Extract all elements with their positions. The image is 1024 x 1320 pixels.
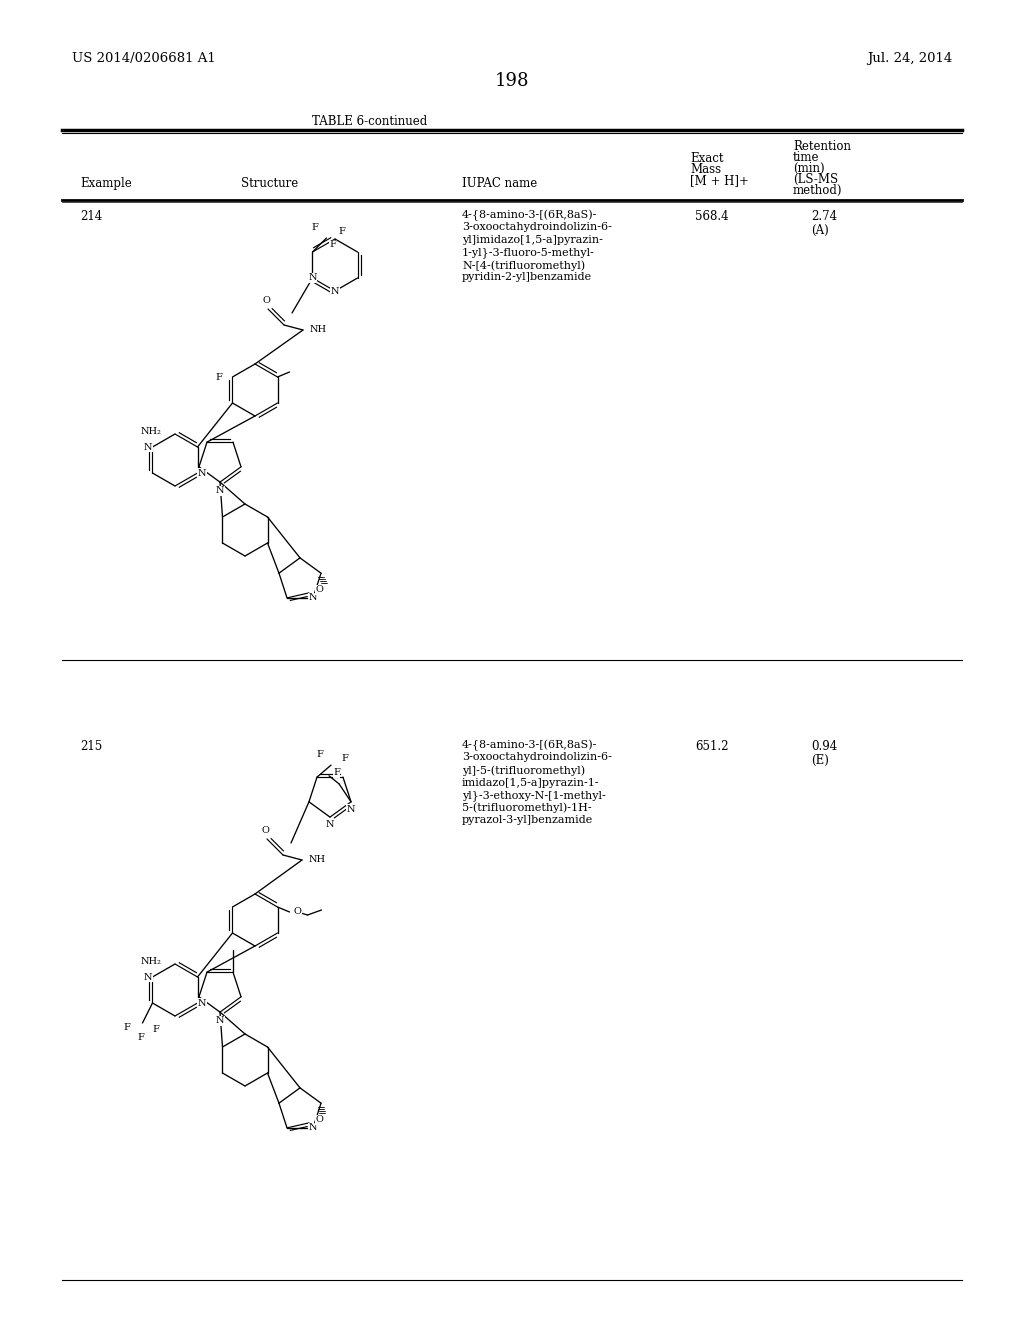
Text: Retention: Retention bbox=[793, 140, 851, 153]
Text: F: F bbox=[153, 1024, 160, 1034]
Text: O: O bbox=[262, 296, 270, 305]
Text: 2.74: 2.74 bbox=[811, 210, 838, 223]
Text: N: N bbox=[198, 469, 206, 478]
Text: N: N bbox=[309, 594, 317, 602]
Text: O: O bbox=[294, 908, 301, 916]
Text: N: N bbox=[309, 1123, 317, 1133]
Text: (E): (E) bbox=[811, 754, 828, 767]
Text: TABLE 6-continued: TABLE 6-continued bbox=[312, 115, 428, 128]
Text: NH₂: NH₂ bbox=[140, 957, 161, 966]
Text: F: F bbox=[316, 750, 323, 759]
Text: method): method) bbox=[793, 183, 843, 197]
Text: 0.94: 0.94 bbox=[811, 741, 838, 752]
Text: 568.4: 568.4 bbox=[695, 210, 729, 223]
Text: (LS-MS: (LS-MS bbox=[793, 173, 838, 186]
Text: Exact: Exact bbox=[690, 152, 724, 165]
Text: IUPAC name: IUPAC name bbox=[462, 177, 538, 190]
Text: NH₂: NH₂ bbox=[140, 428, 161, 437]
Text: yl]-5-(trifluoromethyl): yl]-5-(trifluoromethyl) bbox=[462, 766, 585, 776]
Text: F: F bbox=[330, 240, 336, 249]
Text: Mass: Mass bbox=[690, 162, 721, 176]
Text: pyridin-2-yl]benzamide: pyridin-2-yl]benzamide bbox=[462, 272, 592, 282]
Text: NH: NH bbox=[310, 326, 327, 334]
Text: 5-(trifluoromethyl)-1H-: 5-(trifluoromethyl)-1H- bbox=[462, 803, 592, 813]
Text: 214: 214 bbox=[80, 210, 102, 223]
Text: 4-{8-amino-3-[(6R,8aS)-: 4-{8-amino-3-[(6R,8aS)- bbox=[462, 210, 597, 222]
Text: F: F bbox=[333, 768, 340, 777]
Text: N: N bbox=[347, 805, 355, 814]
Text: Jul. 24, 2014: Jul. 24, 2014 bbox=[866, 51, 952, 65]
Text: O: O bbox=[315, 1115, 323, 1125]
Text: pyrazol-3-yl]benzamide: pyrazol-3-yl]benzamide bbox=[462, 814, 593, 825]
Text: N: N bbox=[326, 820, 334, 829]
Text: F: F bbox=[216, 372, 222, 381]
Text: F: F bbox=[339, 227, 345, 235]
Text: F: F bbox=[311, 223, 318, 231]
Text: (min): (min) bbox=[793, 162, 824, 176]
Text: [M + H]+: [M + H]+ bbox=[690, 174, 749, 187]
Text: US 2014/0206681 A1: US 2014/0206681 A1 bbox=[72, 51, 216, 65]
Text: F: F bbox=[137, 1032, 144, 1041]
Text: N-[4-(trifluoromethyl): N-[4-(trifluoromethyl) bbox=[462, 260, 585, 271]
Text: N: N bbox=[331, 286, 339, 296]
Text: Example: Example bbox=[80, 177, 132, 190]
Text: N: N bbox=[144, 442, 153, 451]
Text: imidazo[1,5-a]pyrazin-1-: imidazo[1,5-a]pyrazin-1- bbox=[462, 777, 600, 788]
Text: 3-oxooctahydroindolizin-6-: 3-oxooctahydroindolizin-6- bbox=[462, 752, 612, 763]
Text: 198: 198 bbox=[495, 73, 529, 90]
Text: NH: NH bbox=[309, 855, 326, 865]
Text: Structure: Structure bbox=[242, 177, 299, 190]
Text: N: N bbox=[216, 1016, 224, 1026]
Text: 4-{8-amino-3-[(6R,8aS)-: 4-{8-amino-3-[(6R,8aS)- bbox=[462, 741, 597, 751]
Text: (A): (A) bbox=[811, 224, 828, 238]
Text: N: N bbox=[308, 273, 316, 282]
Text: F: F bbox=[341, 754, 348, 763]
Text: 651.2: 651.2 bbox=[695, 741, 728, 752]
Text: yl}-3-ethoxy-N-[1-methyl-: yl}-3-ethoxy-N-[1-methyl- bbox=[462, 789, 606, 801]
Text: 3-oxooctahydroindolizin-6-: 3-oxooctahydroindolizin-6- bbox=[462, 223, 612, 232]
Text: N: N bbox=[216, 486, 224, 495]
Text: 1-yl}-3-fluoro-5-methyl-: 1-yl}-3-fluoro-5-methyl- bbox=[462, 248, 595, 259]
Text: time: time bbox=[793, 150, 819, 164]
Text: N: N bbox=[144, 973, 153, 982]
Text: O: O bbox=[315, 585, 323, 594]
Text: O: O bbox=[261, 826, 269, 836]
Text: yl]imidazo[1,5-a]pyrazin-: yl]imidazo[1,5-a]pyrazin- bbox=[462, 235, 603, 246]
Text: 215: 215 bbox=[80, 741, 102, 752]
Text: F: F bbox=[124, 1023, 130, 1031]
Text: N: N bbox=[198, 998, 206, 1007]
